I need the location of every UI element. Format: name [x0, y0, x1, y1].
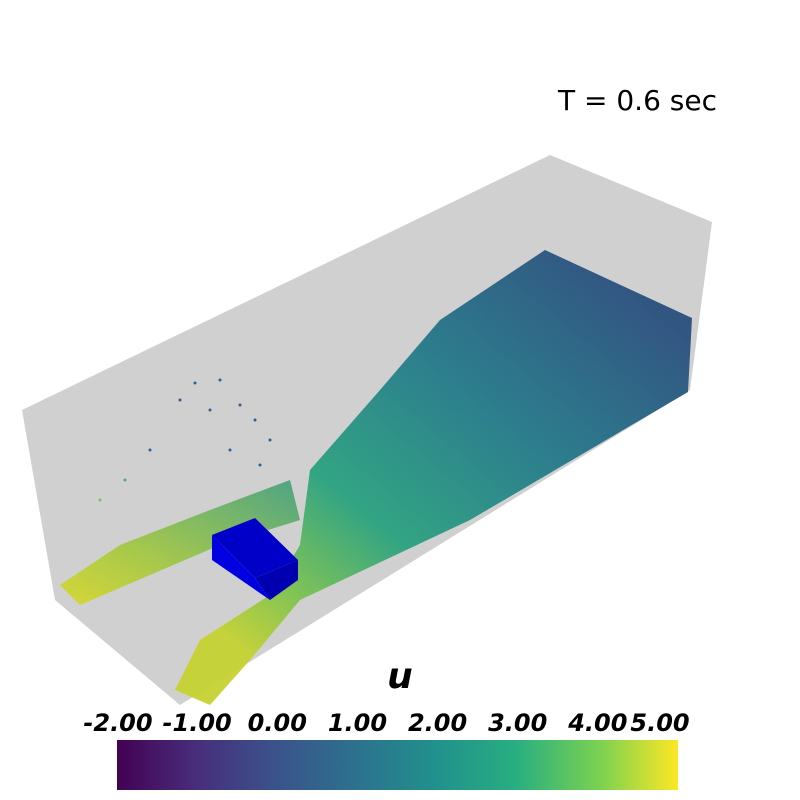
- colorbar-tick-label: 1.00: [328, 709, 387, 737]
- colorbar: [117, 740, 678, 790]
- time-annotation: T = 0.6 sec: [557, 84, 717, 117]
- colorbar-tick-label: 3.00: [488, 709, 547, 737]
- colorbar-tick-label: 0.00: [248, 709, 307, 737]
- colorbar-tick-label: -1.00: [163, 709, 232, 737]
- obstacle-front: [212, 535, 270, 600]
- spray: [98, 378, 272, 502]
- colorbar-tick-label: 5.00: [630, 709, 689, 737]
- obstacle-side: [255, 560, 298, 600]
- colorbar-tick-label: 2.00: [408, 709, 467, 737]
- colorbar-tick-label: 4.00: [567, 709, 627, 737]
- obstacle-top: [212, 518, 298, 578]
- colorbar-tick-label: -2.00: [83, 709, 152, 737]
- colorbar-title: u: [387, 656, 413, 697]
- water-body: [175, 250, 692, 705]
- water-left-branch: [60, 480, 300, 605]
